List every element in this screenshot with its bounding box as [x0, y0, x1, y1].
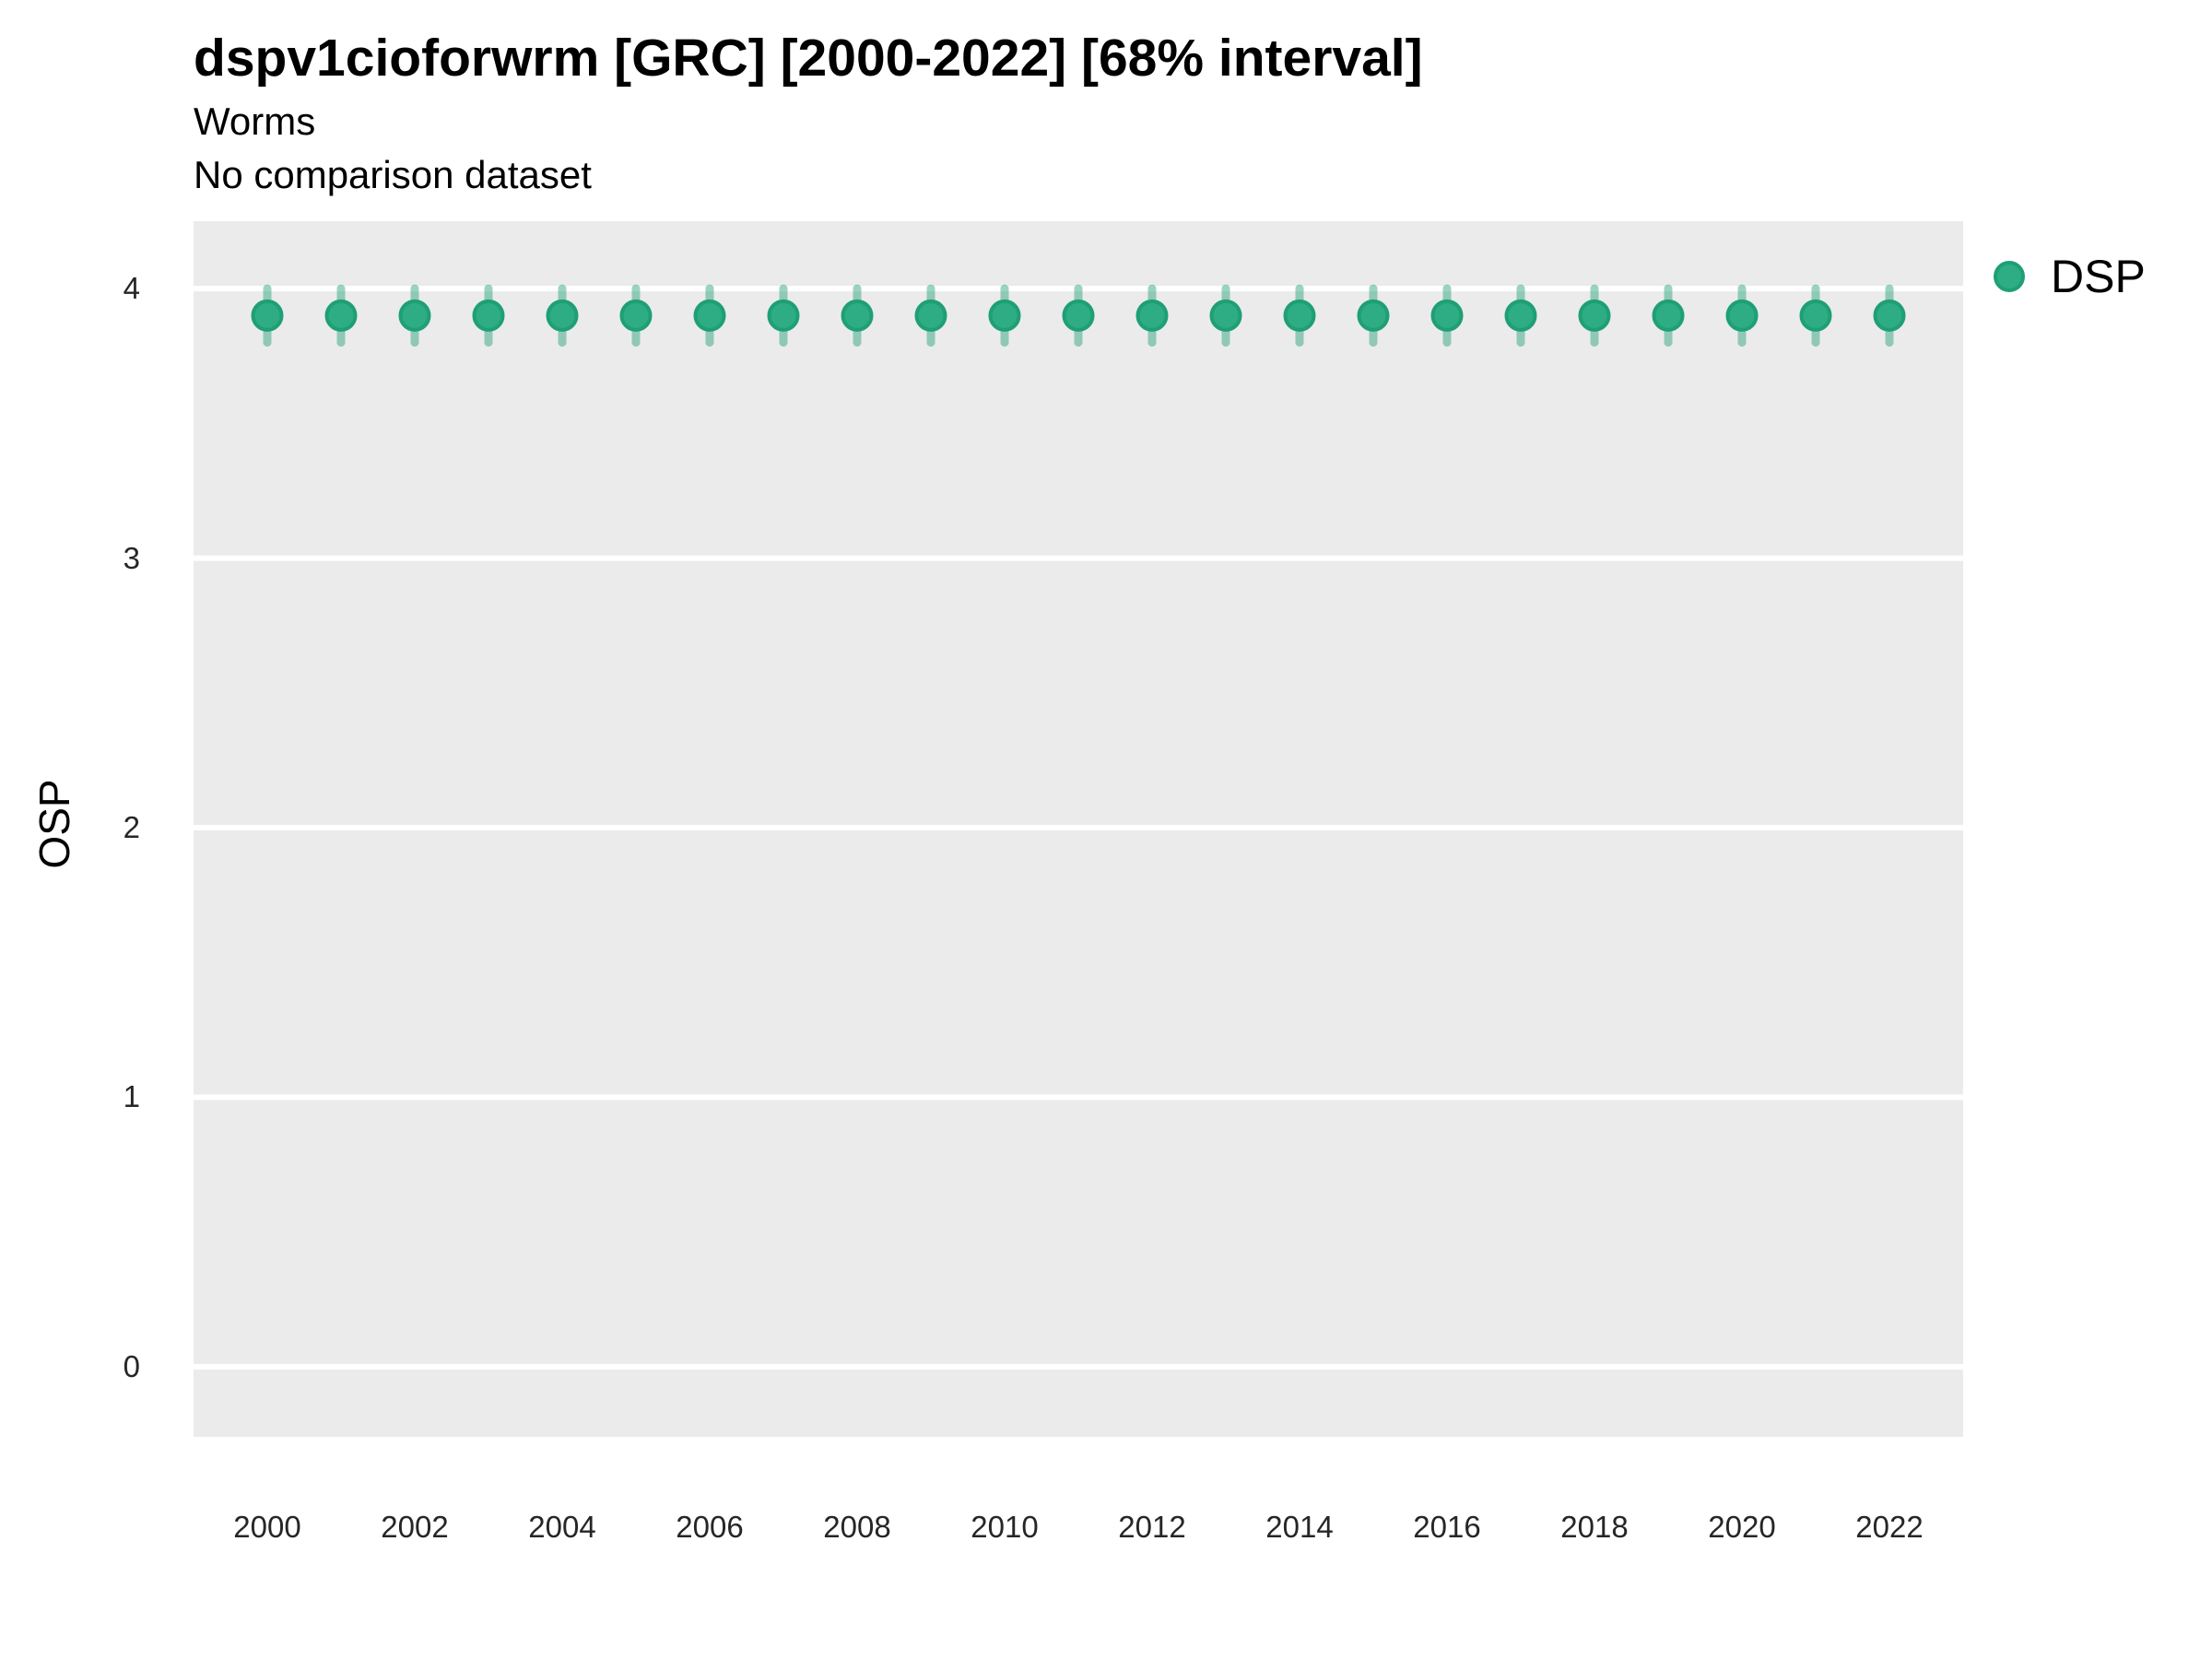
x-tick-label-2006: 2006: [676, 1510, 744, 1544]
x-tick-label-2012: 2012: [1118, 1510, 1186, 1544]
x-tick-label-2016: 2016: [1413, 1510, 1481, 1544]
data-point-2002: [398, 299, 431, 332]
data-point-2017: [1504, 299, 1537, 332]
data-point-2003: [472, 299, 505, 332]
data-point-2015: [1357, 299, 1390, 332]
y-tick-label-2: 2: [123, 810, 140, 845]
y-tick-label-4: 4: [123, 271, 140, 306]
data-point-2014: [1283, 299, 1316, 332]
data-point-2022: [1873, 299, 1906, 332]
x-tick-label-2004: 2004: [528, 1510, 596, 1544]
x-tick-label-2018: 2018: [1560, 1510, 1629, 1544]
data-point-2007: [767, 299, 800, 332]
legend-point-icon: [1994, 261, 2025, 292]
x-tick-label-2000: 2000: [233, 1510, 301, 1544]
data-point-2001: [324, 299, 358, 332]
chart-title: dspv1cioforwrm [GRC] [2000-2022] [68% in…: [194, 29, 1423, 88]
data-point-2006: [693, 299, 726, 332]
x-tick-label-2022: 2022: [1855, 1510, 1924, 1544]
y-tick-label-3: 3: [123, 540, 140, 575]
chart-subtitle: Worms: [194, 100, 316, 143]
x-tick-label-2010: 2010: [971, 1510, 1039, 1544]
y-tick-label-0: 0: [123, 1348, 140, 1383]
data-point-2000: [251, 299, 284, 332]
data-point-2021: [1799, 299, 1832, 332]
data-point-2009: [914, 299, 947, 332]
data-point-2013: [1209, 299, 1242, 332]
data-point-2011: [1062, 299, 1095, 332]
x-tick-label-2002: 2002: [381, 1510, 449, 1544]
x-tick-label-2014: 2014: [1265, 1510, 1334, 1544]
comparison-note: No comparison dataset: [194, 153, 592, 196]
x-tick-label-2020: 2020: [1708, 1510, 1776, 1544]
data-point-2005: [619, 299, 653, 332]
plot-panel: [194, 221, 1963, 1437]
plot-svg: [194, 284, 1963, 1370]
data-point-2016: [1430, 299, 1464, 332]
data-point-2010: [988, 299, 1021, 332]
data-point-2019: [1652, 299, 1685, 332]
y-tick-label-1: 1: [123, 1079, 140, 1114]
data-point-2012: [1135, 299, 1169, 332]
legend-label: DSP: [2051, 251, 2146, 302]
data-point-2004: [546, 299, 579, 332]
data-point-2018: [1578, 299, 1611, 332]
data-point-2020: [1725, 299, 1759, 332]
legend: DSP: [1994, 244, 2146, 309]
data-point-2008: [841, 299, 874, 332]
x-tick-label-2008: 2008: [823, 1510, 891, 1544]
